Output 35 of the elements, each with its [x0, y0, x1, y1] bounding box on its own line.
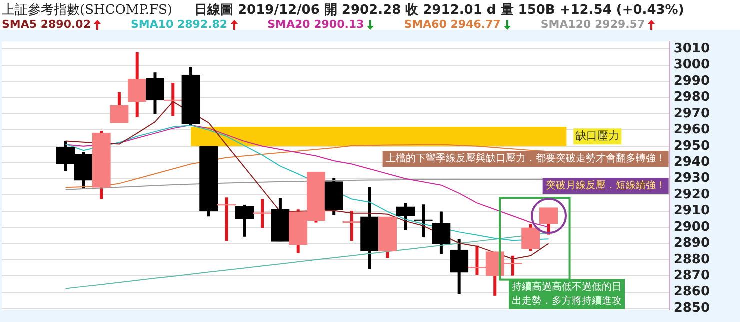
- y-tick-label: 3000: [674, 58, 710, 73]
- band-label: 缺口壓力: [576, 130, 620, 143]
- annotation: 持續高過高低不過低的日出走勢．多方將持續進攻: [512, 280, 622, 307]
- y-tick-label: 2900: [674, 220, 710, 235]
- y-tick-label: 2890: [674, 236, 710, 252]
- candlestick: [450, 239, 469, 294]
- candlestick: [522, 224, 540, 252]
- y-tick-label: 2990: [674, 74, 710, 89]
- y-tick-label: 2920: [674, 187, 710, 202]
- y-tick-label: 2870: [674, 268, 710, 284]
- candlestick: [217, 198, 236, 242]
- text: SMA120 2929.57: [540, 18, 646, 31]
- y-tick-label: 2950: [674, 138, 710, 154]
- chart-subtitle: 日線圖 2019/12/06 開 2902.28 收 2912.01 d 量 150B +12.54 (+0.43%): [194, 2, 684, 18]
- y-tick-label: 2940: [674, 154, 710, 170]
- y-tick-label: 2850: [674, 300, 710, 316]
- y-tick-label: 2910: [674, 204, 710, 219]
- text: SMA60 2946.77: [404, 18, 502, 31]
- annotation: 突破月線反壓．短線續強！: [546, 180, 666, 192]
- text: SMA5 2890.02: [2, 18, 92, 31]
- candlestick: [432, 212, 451, 254]
- candlestick: [128, 52, 147, 118]
- y-tick-label: 2970: [674, 106, 710, 122]
- annotation: 上檔的下彎季線反壓與缺口壓力．都要突破走勢才會翻多轉強！: [386, 152, 666, 165]
- text: SMA10 2892.82: [130, 18, 229, 31]
- text: SMA20 2900.13: [268, 18, 366, 31]
- y-tick-label: 2980: [674, 90, 710, 106]
- chart-title: 上証參考指數(SHCOMP.FS): [2, 2, 172, 18]
- candlestick: [396, 203, 416, 230]
- y-tick-label: 2880: [674, 252, 710, 268]
- y-tick-label: 2960: [674, 122, 710, 138]
- y-tick-label: 3010: [674, 41, 710, 56]
- y-tick-label: 2930: [674, 171, 710, 186]
- candlestick: [146, 72, 165, 114]
- y-tick-label: 2860: [674, 284, 710, 300]
